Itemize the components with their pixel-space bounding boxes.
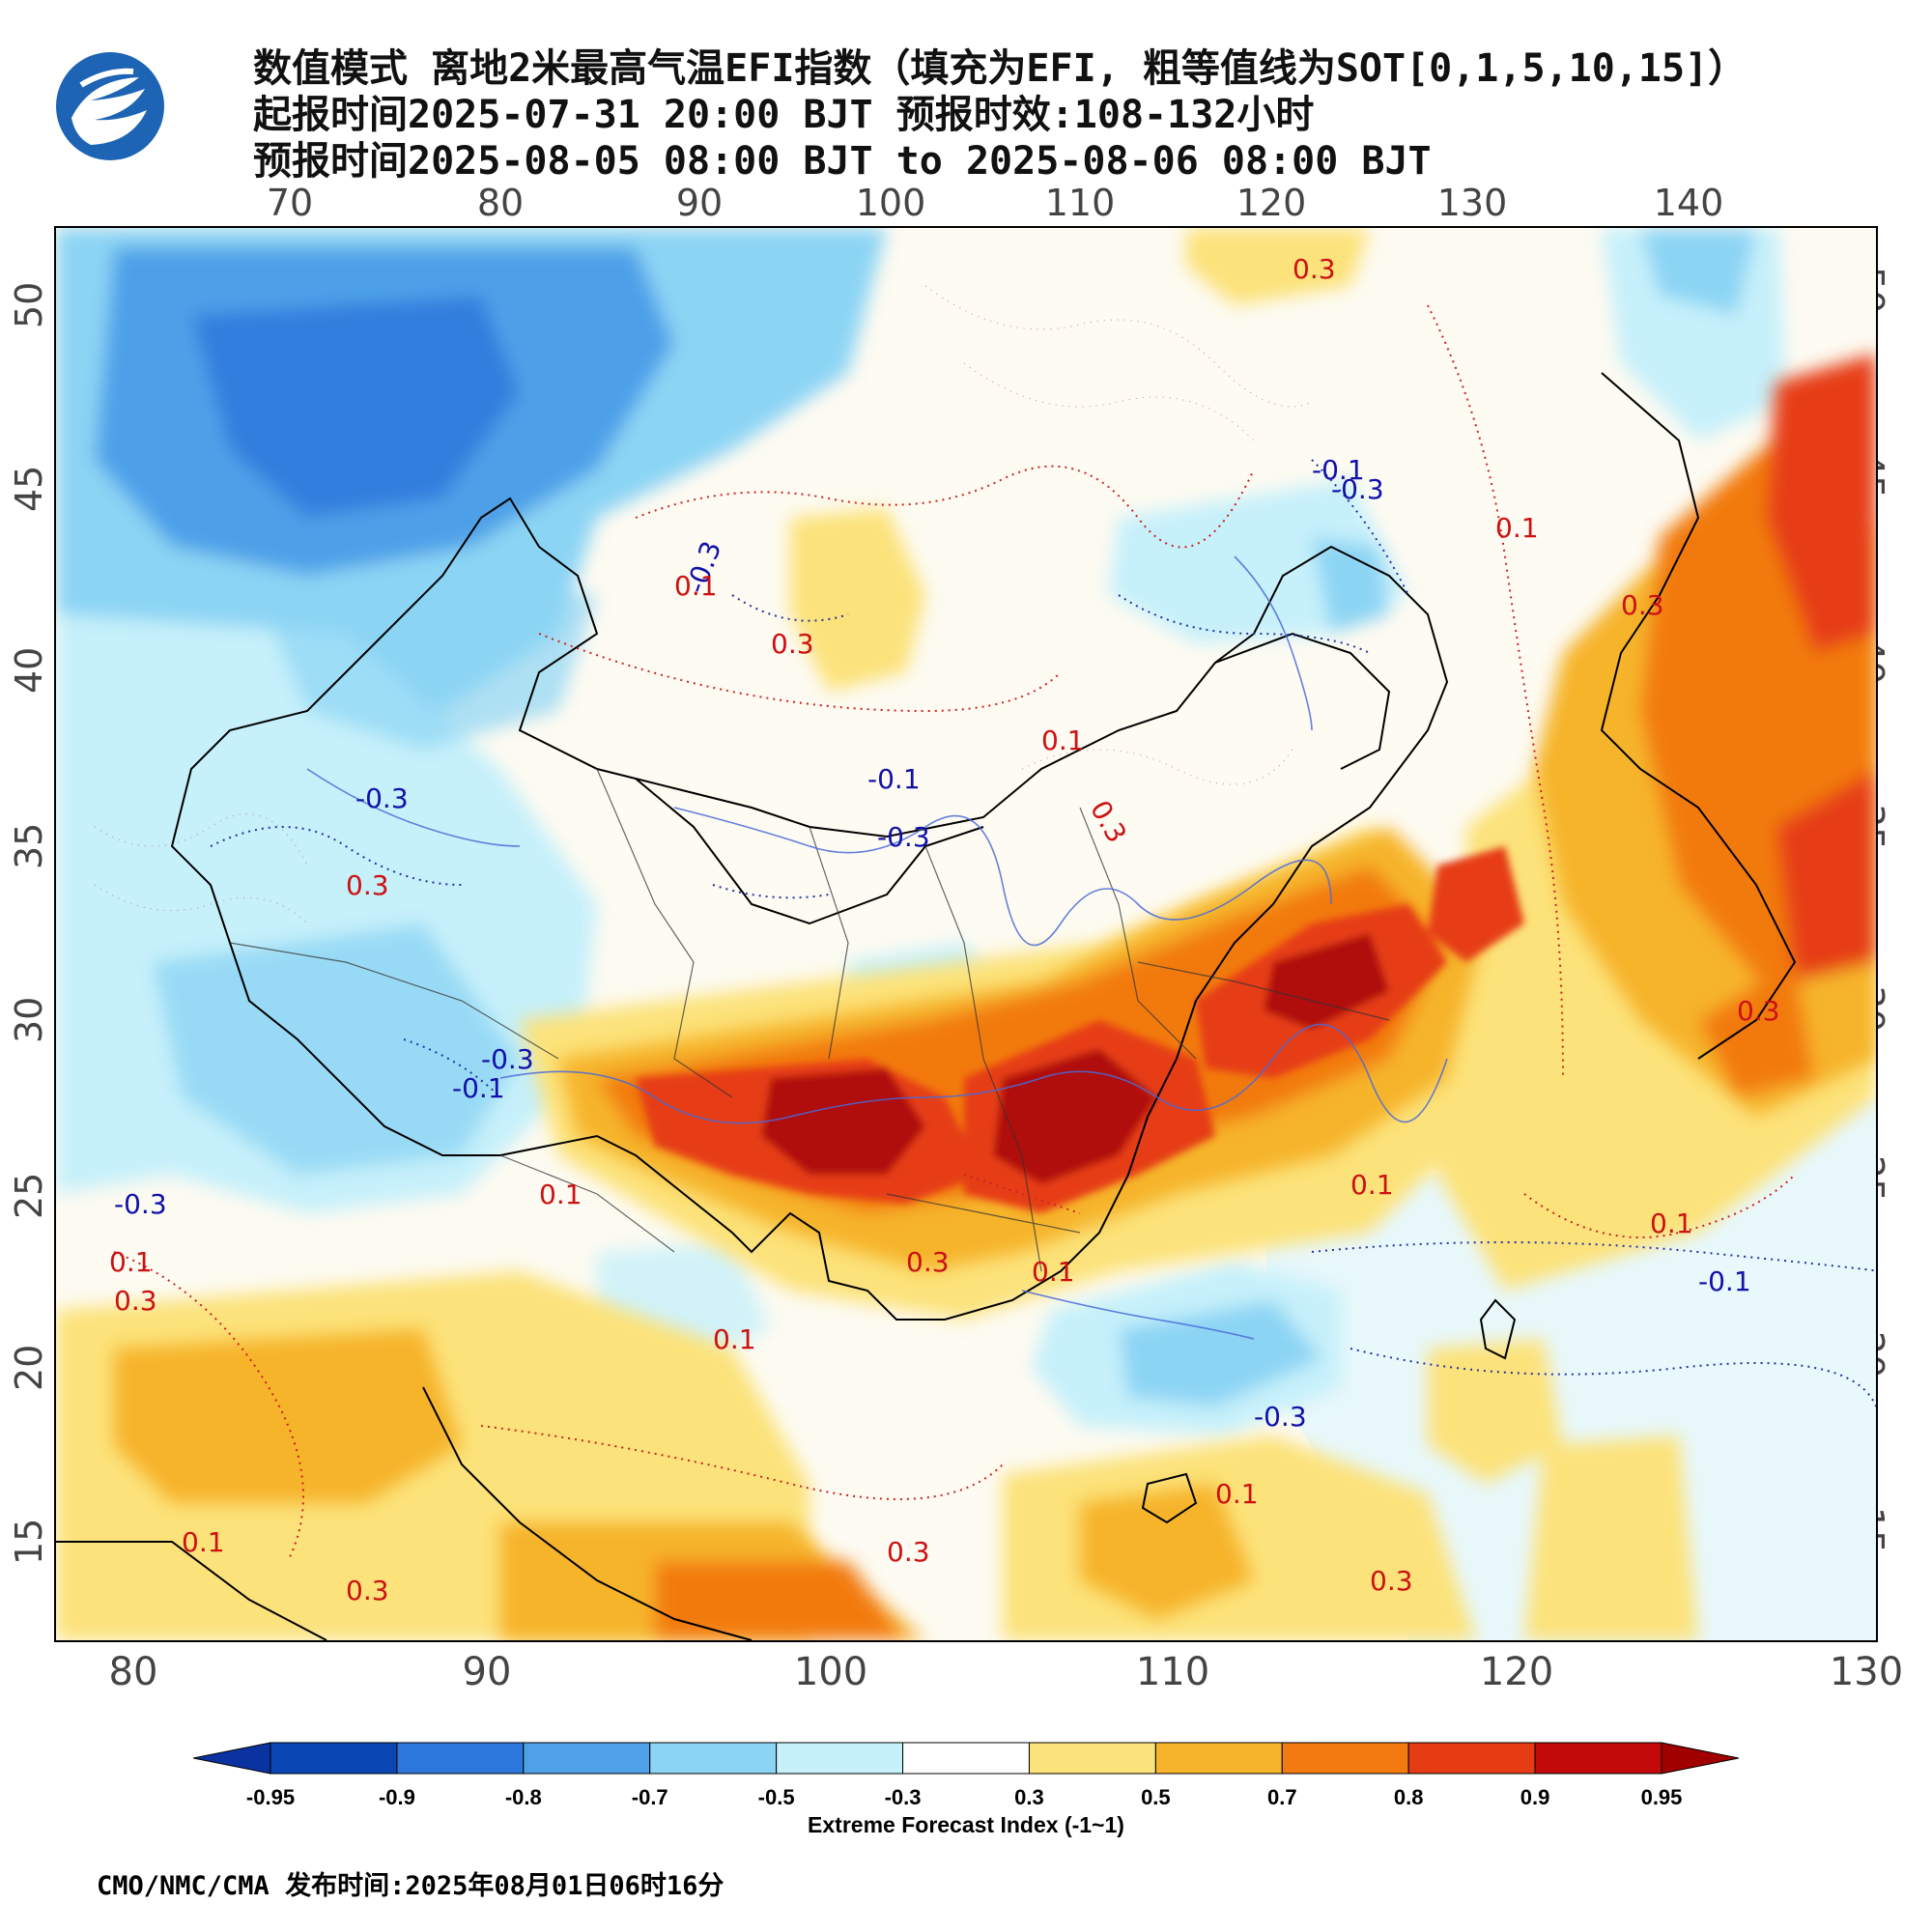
contour-label: 0.1 <box>109 1246 153 1278</box>
colorbar-svg <box>192 1742 1740 1775</box>
cma-logo <box>52 50 168 162</box>
colorbar-swatch <box>1281 1742 1409 1775</box>
left-lat-tick: 35 <box>8 822 50 869</box>
contour-label: 0.3 <box>1621 589 1664 621</box>
contour-label: -0.1 <box>452 1072 505 1104</box>
left-lat-tick: 45 <box>8 465 50 512</box>
colorbar-label: -0.5 <box>757 1785 795 1809</box>
bottom-lon-tick: 90 <box>462 1650 512 1694</box>
colorbar-swatch <box>776 1742 904 1775</box>
contour-label: 0.1 <box>1650 1208 1693 1239</box>
colorbar-label: -0.9 <box>378 1785 415 1809</box>
extreme-regions <box>636 846 1524 1213</box>
colorbar-label: 0.7 <box>1266 1785 1297 1809</box>
bottom-lon-tick: 130 <box>1829 1650 1904 1694</box>
country-borders <box>56 372 1797 1640</box>
efi-map: 0.3 -0.3 0.1 0.3 -0.1 -0.3 0.1 0.3 0.1 0… <box>54 226 1878 1642</box>
efi-map-svg: 0.3 -0.3 0.1 0.3 -0.1 -0.3 0.1 0.3 0.1 0… <box>56 228 1876 1640</box>
contour-label: -0.1 <box>1698 1265 1751 1297</box>
top-lon-tick: 130 <box>1436 182 1508 224</box>
colorbar-low-arrow <box>192 1742 271 1775</box>
contour-label: -0.1 <box>1312 454 1365 486</box>
contour-label: -0.3 <box>1254 1401 1307 1433</box>
footer-publish-info: CMO/NMC/CMA 发布时间:2025年08月01日06时16分 <box>97 1871 724 1901</box>
top-lon-tick: 70 <box>266 182 314 224</box>
contour-label: 0.3 <box>114 1285 157 1317</box>
contour-label: -0.3 <box>1331 473 1384 505</box>
contour-label: 0.1 <box>182 1526 225 1558</box>
top-lon-tick: 110 <box>1044 182 1116 224</box>
rivers <box>306 555 1448 1340</box>
bottom-lon-tick: 80 <box>108 1650 158 1694</box>
left-lat-tick: 30 <box>8 996 50 1043</box>
contour-label: 0.3 <box>906 1246 950 1278</box>
colorbar-label: -0.8 <box>504 1785 542 1809</box>
colorbar-label: 0.5 <box>1141 1785 1171 1809</box>
colorbar-label: -0.3 <box>884 1785 922 1809</box>
contour-label: 0.1 <box>1041 724 1085 756</box>
colorbar-swatch <box>1154 1742 1283 1775</box>
bottom-lon-tick: 120 <box>1479 1650 1554 1694</box>
colorbar-label: 0.95 <box>1640 1785 1683 1809</box>
contour-label: 0.1 <box>1495 512 1539 544</box>
top-lon-tick: 80 <box>476 182 525 224</box>
colorbar-label: 0.9 <box>1520 1785 1550 1809</box>
top-lon-tick: 100 <box>855 182 926 224</box>
minor-contours <box>94 285 1313 924</box>
left-lat-tick: 50 <box>8 281 50 328</box>
title-line-3: 预报时间2025-08-05 08:00 BJT to 2025-08-06 0… <box>253 139 1432 184</box>
province-borders <box>229 768 1390 1272</box>
colorbar-swatch <box>270 1742 398 1775</box>
contour-label: 0.1 <box>1215 1478 1259 1510</box>
colorbar-swatch <box>523 1742 651 1775</box>
top-lon-tick: 140 <box>1653 182 1724 224</box>
contour-label: 0.1 <box>539 1179 582 1210</box>
top-lon-tick: 90 <box>675 182 724 224</box>
colorbar-swatch <box>1407 1742 1536 1775</box>
colorbar-swatch <box>649 1742 778 1775</box>
contour-label: 0.3 <box>346 1575 389 1606</box>
contour-label: 0.1 <box>713 1323 756 1355</box>
colorbar-label: -0.95 <box>245 1785 296 1809</box>
bottom-lon-tick: 100 <box>793 1650 868 1694</box>
contour-label: 0.1 <box>1350 1169 1394 1201</box>
title-line-1: 数值模式 离地2米最高气温EFI指数（填充为EFI, 粗等值线为SOT[0,1,… <box>253 46 1747 91</box>
colorbar-swatch <box>1028 1742 1156 1775</box>
contour-label: -0.3 <box>114 1188 167 1220</box>
left-lat-tick: 20 <box>8 1344 50 1391</box>
contour-label: 0.3 <box>1370 1565 1413 1597</box>
contour-label: -0.1 <box>867 763 921 795</box>
colorbar-label: 0.8 <box>1393 1785 1424 1809</box>
colorbar-swatch <box>902 1742 1030 1775</box>
contour-label: 0.1 <box>1032 1256 1075 1288</box>
top-lon-tick: 120 <box>1236 182 1307 224</box>
cma-logo-icon <box>56 52 164 160</box>
colorbar-high-arrow <box>1661 1742 1740 1775</box>
contour-label: 0.3 <box>1737 995 1780 1027</box>
colorbar-swatch <box>396 1742 525 1775</box>
left-lat-tick: 25 <box>8 1172 50 1219</box>
cold-region-northwest <box>56 228 887 1213</box>
contour-label: 0.3 <box>887 1536 930 1568</box>
bottom-lon-tick: 110 <box>1135 1650 1210 1694</box>
contour-label: -0.3 <box>877 821 930 853</box>
contour-label: -0.3 <box>481 1043 534 1075</box>
contour-label: 0.1 <box>674 570 718 602</box>
title-line-2: 起报时间2025-07-31 20:00 BJT 预报时效:108-132小时 <box>253 93 1315 137</box>
contour-labels: 0.3 -0.3 0.1 0.3 -0.1 -0.3 0.1 0.3 0.1 0… <box>109 253 1780 1606</box>
contour-label: 0.3 <box>346 869 389 901</box>
contour-lines <box>113 304 1876 1562</box>
left-lat-tick: 15 <box>8 1518 50 1565</box>
colorbar-title: Extreme Forecast Index (-1~1) <box>808 1812 1124 1837</box>
contour-label: 0.3 <box>1293 253 1336 285</box>
colorbar-swatch <box>1534 1742 1662 1775</box>
left-lat-tick: 40 <box>8 646 50 694</box>
contour-label: -0.3 <box>355 782 409 814</box>
contour-label: 0.3 <box>771 628 814 660</box>
colorbar-label: -0.7 <box>631 1785 668 1809</box>
colorbar-label: 0.3 <box>1014 1785 1044 1809</box>
colorbar <box>192 1739 1740 1777</box>
